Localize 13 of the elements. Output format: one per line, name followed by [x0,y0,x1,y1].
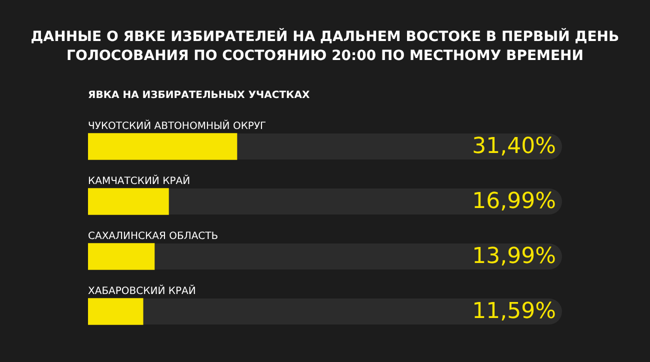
y-tick-label: ЧУКОТСКИЙ АВТОНОМНЫЙ ОКРУГ [88,119,266,132]
data-label: 31,40% [472,134,556,160]
chart-subtitle: ЯВКА НА ИЗБИРАТЕЛЬНЫХ УЧАСТКАХ [88,90,310,101]
data-label: 11,59% [472,299,556,324]
chart-title: ДАННЫЕ О ЯВКЕ ИЗБИРАТЕЛЕЙ НА ДАЛЬНЕМ ВОСТОКЕ В ПЕРВЫЙ ДЕНЬ ГОЛОСОВАНИЯ ПО СОСТОЯНИЮ 20:00 ПО МЕСТНОМУ ВРЕМЕНИ [30,28,620,66]
bar [88,298,144,325]
bar [88,243,155,270]
y-tick-label: ХАБАРОВСКИЙ КРАЙ [88,284,196,298]
y-tick-label: САХАЛИНСКАЯ ОБЛАСТЬ [88,231,218,242]
data-label: 13,99% [472,244,556,270]
bar [88,188,169,215]
y-tick-label: КАМЧАТСКИЙ КРАЙ [88,174,190,188]
data-label: 16,99% [472,189,556,214]
